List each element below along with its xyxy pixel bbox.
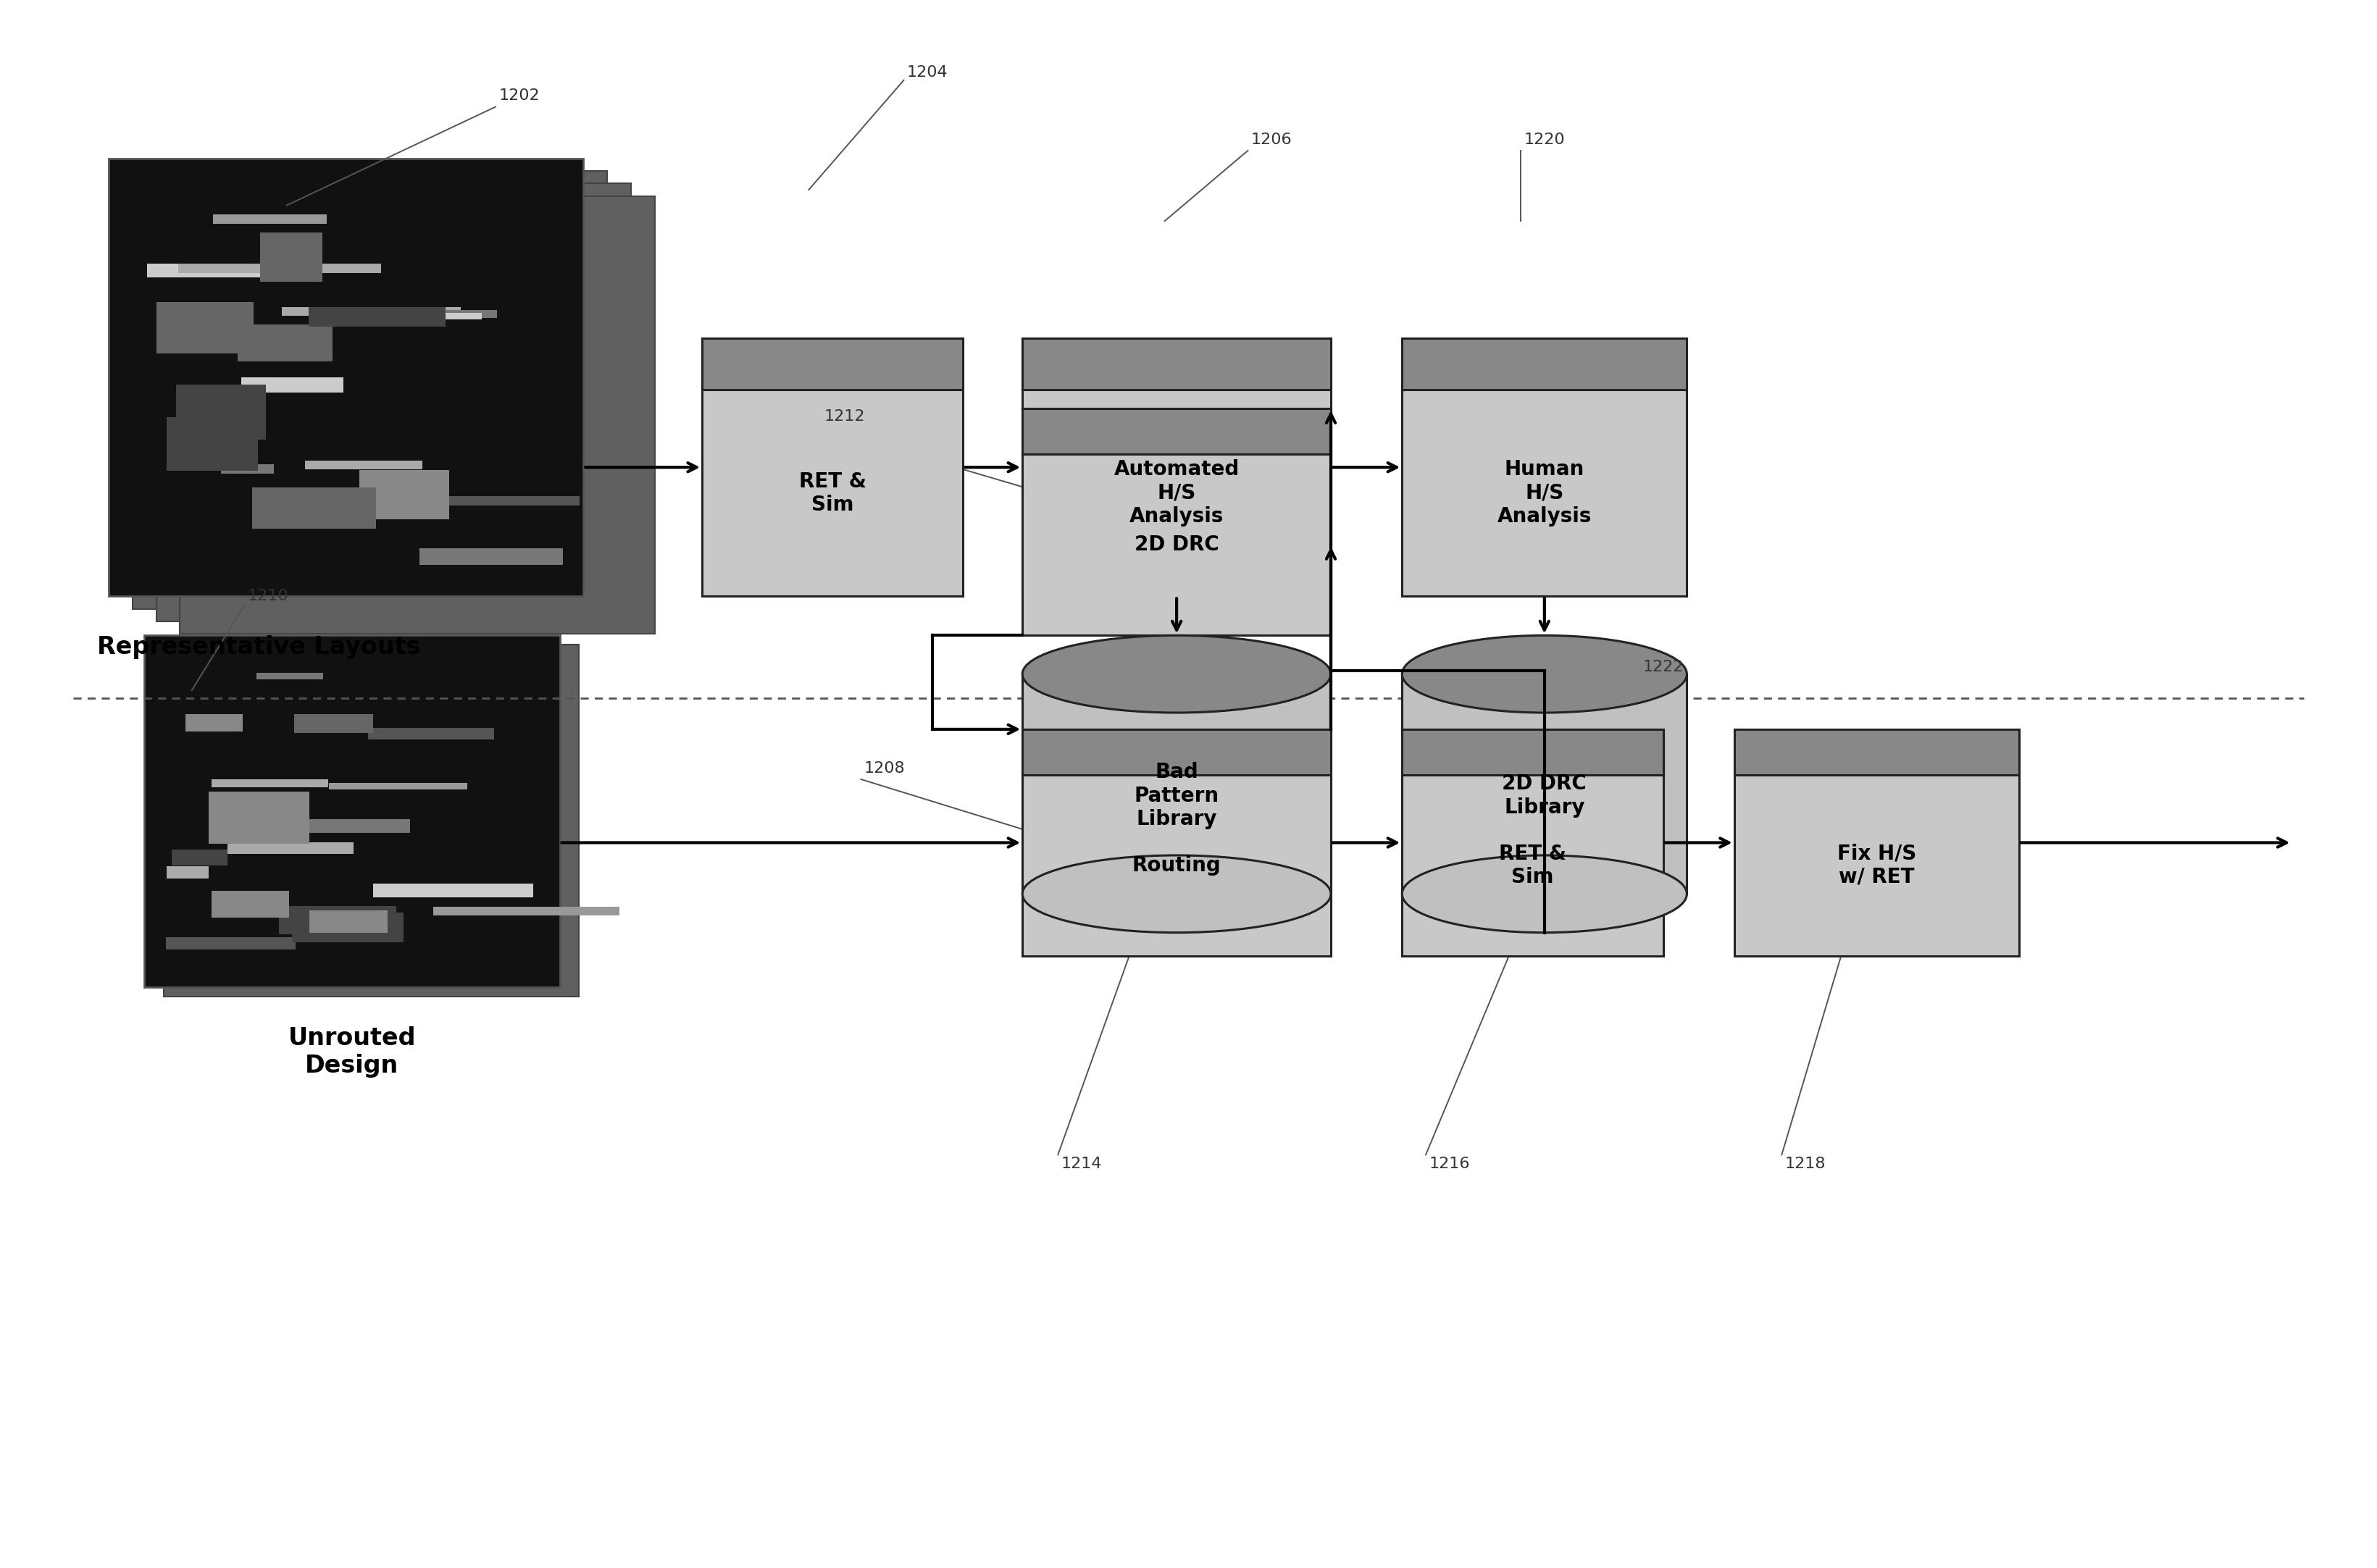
Bar [214,215,328,224]
Bar [1022,729,1331,775]
Text: Automated
H/S
Analysis: Automated H/S Analysis [1115,459,1238,527]
Bar [157,183,630,621]
Bar [181,196,654,633]
Bar [242,378,345,392]
Bar [359,470,449,519]
Bar [283,307,461,315]
Text: Bad
Pattern
Library: Bad Pattern Library [1134,762,1219,829]
Bar [212,779,328,787]
Bar [328,782,468,789]
Bar [418,549,563,564]
Bar [164,644,578,997]
Bar [1022,339,1331,596]
Bar [278,906,397,935]
Bar [342,922,392,933]
Text: 1216: 1216 [1429,1157,1469,1171]
Bar [411,495,580,505]
Bar [157,303,254,353]
Bar [178,263,380,273]
Bar [257,673,323,679]
Bar [228,842,354,853]
Text: 1210: 1210 [247,590,288,604]
Text: 1222: 1222 [1643,660,1683,674]
Text: RET &
Sim: RET & Sim [1500,844,1566,887]
Text: Routing: Routing [1131,855,1222,875]
Bar [1022,409,1331,455]
Bar [259,232,323,281]
Bar [292,913,404,942]
Bar [368,728,494,740]
Ellipse shape [1402,635,1688,713]
Bar [1735,729,2018,956]
Bar [309,911,387,933]
Bar [433,906,620,916]
Bar [109,158,582,596]
Bar [166,417,259,470]
Bar [166,938,295,950]
Ellipse shape [1022,855,1331,933]
Text: 1206: 1206 [1250,132,1293,147]
Ellipse shape [1022,635,1331,713]
Text: 1212: 1212 [825,409,865,423]
Bar [176,384,266,439]
Bar [338,310,497,318]
Text: Unrouted
Design: Unrouted Design [288,1027,416,1077]
Bar [147,263,261,278]
Text: 2D DRC
Library: 2D DRC Library [1502,773,1588,817]
Bar [252,488,376,528]
Text: 1220: 1220 [1524,132,1564,147]
Bar [1022,409,1331,635]
Text: 1204: 1204 [908,66,948,80]
Bar [1402,729,1664,775]
Text: 1214: 1214 [1060,1157,1103,1171]
Bar [701,339,963,390]
Bar [238,325,333,361]
Bar [209,792,309,844]
Bar [133,171,606,608]
Bar [1402,339,1688,390]
Bar [373,883,532,897]
Text: 1208: 1208 [865,760,906,776]
Bar [1022,674,1331,894]
Bar [1402,674,1688,894]
Bar [309,922,359,928]
Bar [321,315,404,325]
Bar [185,713,242,731]
Text: 1202: 1202 [499,89,540,103]
Bar [1022,729,1331,956]
Bar [212,891,290,917]
Bar [295,713,373,734]
Bar [701,339,963,596]
Bar [221,464,273,474]
Text: Representative Layouts: Representative Layouts [97,635,421,659]
Bar [309,307,444,326]
Text: Human
H/S
Analysis: Human H/S Analysis [1498,459,1593,527]
Text: 1218: 1218 [1785,1157,1826,1171]
Bar [295,818,409,833]
Bar [1402,339,1688,596]
Bar [145,635,559,988]
Text: RET &
Sim: RET & Sim [799,472,865,514]
Text: Fix H/S
w/ RET: Fix H/S w/ RET [1837,844,1916,887]
Bar [166,866,209,878]
Bar [1022,339,1331,390]
Ellipse shape [1402,855,1688,933]
Bar [1402,729,1664,956]
Bar [361,314,483,320]
Bar [171,850,228,866]
Text: 2D DRC: 2D DRC [1134,535,1219,555]
Bar [1735,729,2018,775]
Bar [304,461,423,469]
